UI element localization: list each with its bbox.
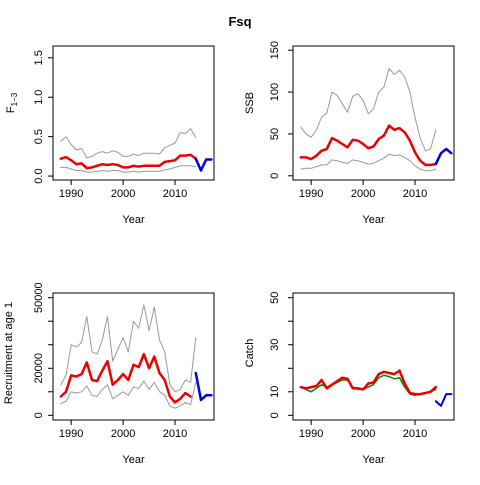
series-line-ssb-forecast (434, 147, 453, 166)
y-tick-label-ssb: 150 (269, 41, 281, 59)
figure-title: Fsq (228, 14, 251, 29)
panel-f: 1990 2000 2010 0.0 0.5 1.0 1.5 Year F1−3 (5, 45, 215, 226)
y-tick-label-catch: 10 (269, 386, 281, 398)
axis-ylabel-f-sub: 1−3 (10, 92, 19, 106)
y-tick-label-f: 0.0 (33, 168, 45, 183)
series-line-f-upper (60, 128, 192, 159)
panel-ssb: 1990 2000 2010 0 50 100 150 Year SSB (244, 41, 455, 226)
y-tick-label-recruitment: 50000 (33, 282, 45, 313)
y-tick-label-recruitment: 0 (33, 412, 45, 418)
axis-ylabel-catch: Catch (244, 339, 256, 368)
series-line-ssb-upper (300, 68, 437, 152)
series-line-ssb-estimate (299, 124, 438, 167)
y-tick-label-f: 1.0 (33, 90, 45, 105)
x-tick-label-catch: 2000 (351, 428, 375, 440)
plot-frame-ssb (292, 45, 455, 181)
y-tick-label-f: 1.5 (33, 50, 45, 65)
axis-ylabel-ssb: SSB (244, 92, 256, 114)
y-tick-label-catch: 50 (269, 292, 281, 304)
plot-frame-catch (292, 292, 455, 421)
series-line-recruitment-lower (60, 380, 197, 409)
plot-area-ssb: 1990 2000 2010 0 50 100 150 (269, 41, 455, 200)
series-line-f-lower (60, 165, 197, 173)
x-tick-label-f: 2000 (111, 188, 135, 200)
series-line-ssb-lower (300, 153, 437, 172)
plot-area-f: 1990 2000 2010 0.0 0.5 1.0 1.5 (33, 45, 215, 200)
x-tick-label-recruitment: 2000 (111, 428, 135, 440)
y-tick-label-recruitment: 20000 (33, 353, 45, 384)
x-tick-label-ssb: 2000 (351, 188, 375, 200)
series-line-catch-forecast (434, 393, 453, 407)
x-tick-label-catch: 1990 (299, 428, 323, 440)
x-tick-label-f: 1990 (59, 188, 83, 200)
axis-ylabel-f: F1−3 (5, 92, 19, 113)
x-tick-label-catch: 2010 (403, 428, 427, 440)
y-tick-label-f: 0.5 (33, 129, 45, 144)
y-tick-label-ssb: 100 (269, 83, 281, 101)
x-tick-label-ssb: 2010 (403, 188, 427, 200)
plot-area-catch: 1990 2000 2010 0 10 30 50 (269, 292, 455, 440)
series-line-catch-estimate (299, 369, 438, 396)
y-tick-label-ssb: 0 (269, 173, 281, 179)
axis-ylabel-f-main: F (5, 106, 17, 113)
series-line-f-forecast (194, 157, 213, 172)
panel-recruitment: 1990 2000 2010 0 20000 50000 Year Recruitment… (3, 282, 215, 466)
series-line-recruitment-upper (60, 304, 197, 393)
series-line-recruitment-forecast (194, 371, 213, 402)
x-tick-label-ssb: 1990 (299, 188, 323, 200)
axis-xlabel-catch: Year (362, 454, 385, 466)
series-line-f-upper-tail (190, 128, 197, 138)
axis-xlabel-recruitment: Year (122, 454, 145, 466)
series-line-recruitment-estimate (59, 352, 192, 404)
axis-xlabel-ssb: Year (362, 214, 385, 226)
plot-area-recruitment: 1990 2000 2010 0 20000 50000 (33, 282, 215, 440)
x-tick-label-recruitment: 1990 (59, 428, 83, 440)
y-tick-label-catch: 0 (269, 412, 281, 418)
panel-catch: 1990 2000 2010 0 10 30 50 Year Catch (244, 292, 455, 466)
plot-frame-f (52, 45, 215, 181)
x-tick-label-f: 2010 (163, 188, 187, 200)
y-tick-label-ssb: 50 (269, 128, 281, 140)
axis-ylabel-recruitment: Recruitment at age 1 (3, 302, 15, 404)
x-tick-label-recruitment: 2010 (163, 428, 187, 440)
axis-xlabel-f: Year (122, 214, 145, 226)
series-line-f-estimate (59, 153, 198, 170)
y-tick-label-catch: 30 (269, 339, 281, 351)
plot-frame-recruitment (52, 292, 215, 421)
